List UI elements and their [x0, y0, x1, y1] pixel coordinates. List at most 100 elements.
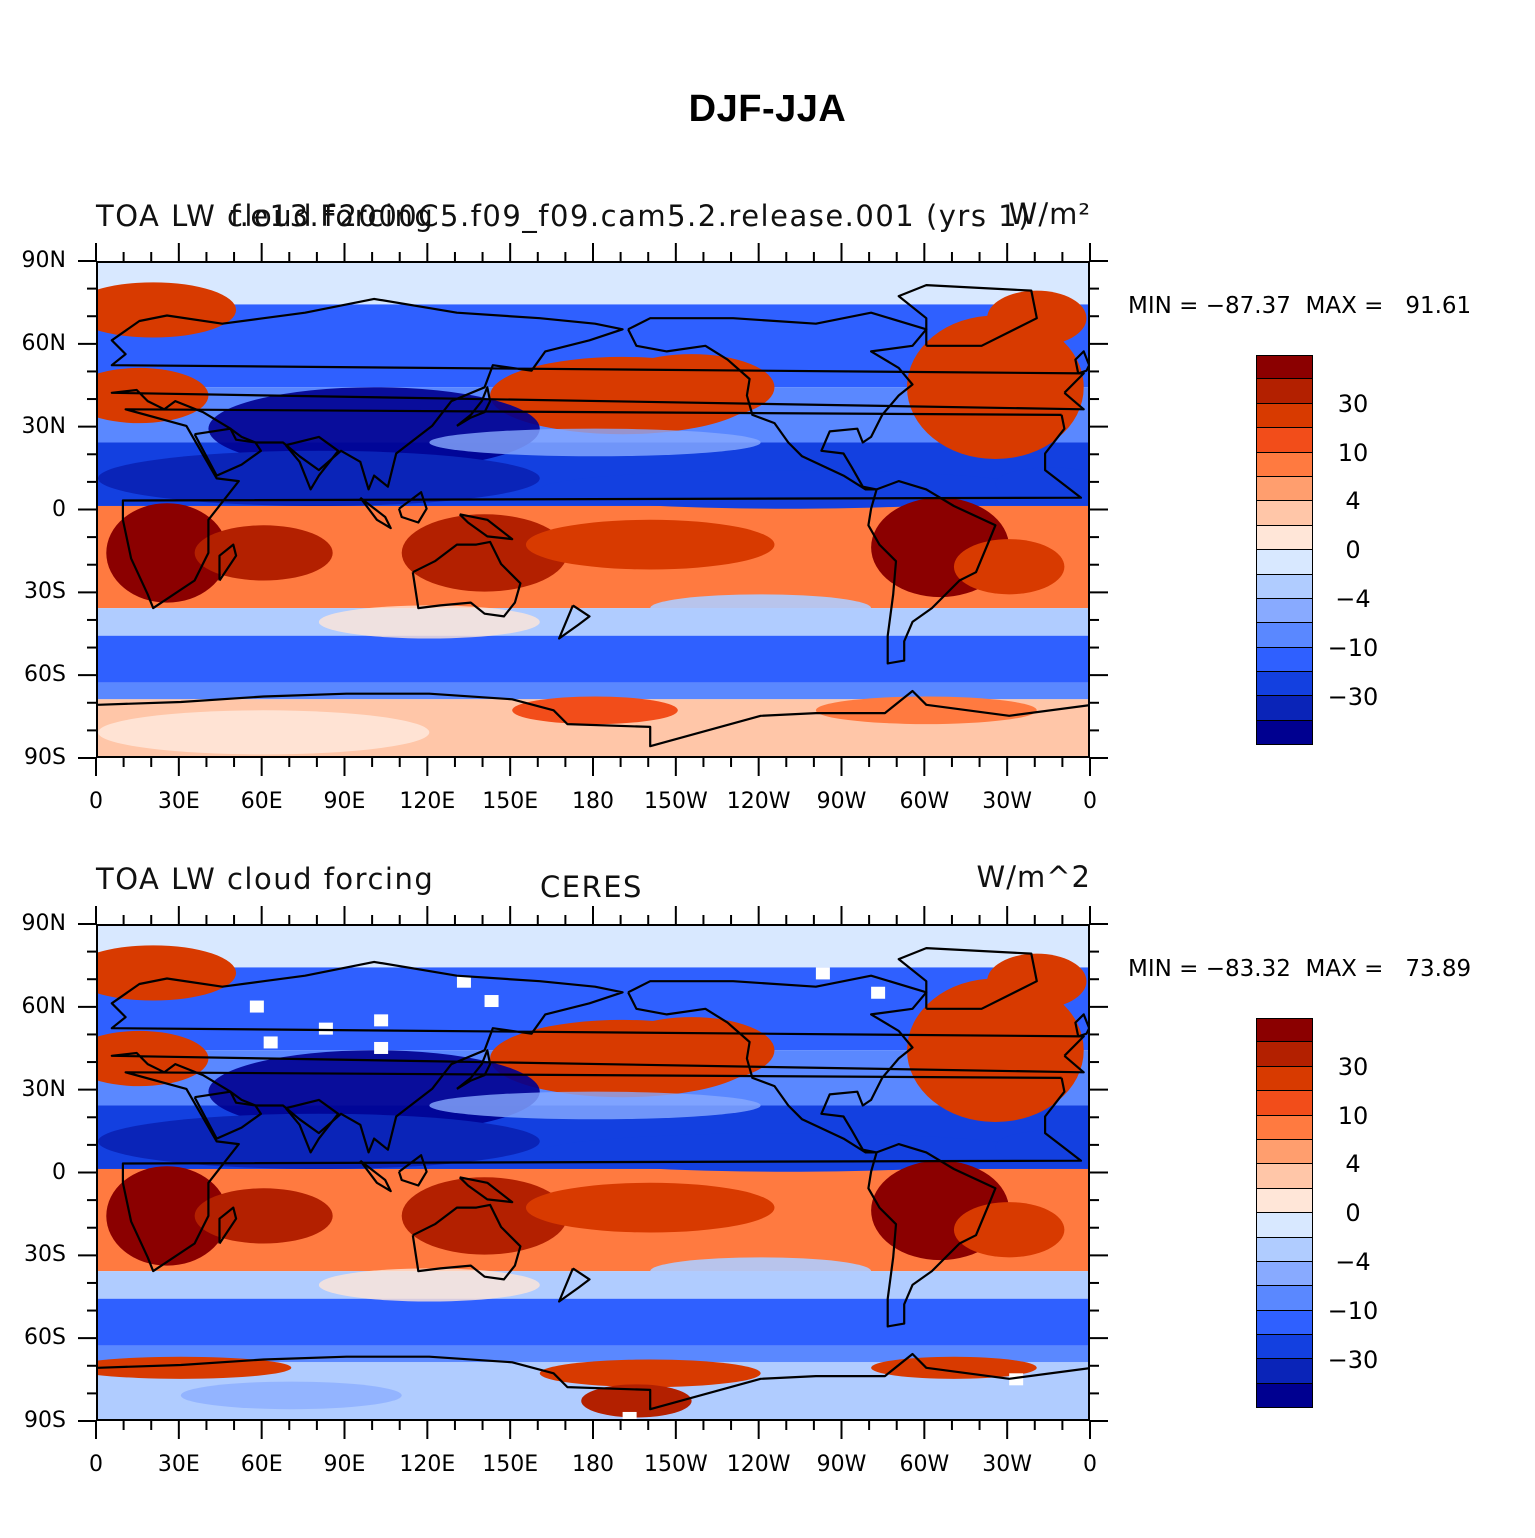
- colorbar: [1256, 1018, 1313, 1409]
- colorbar-swatch: [1256, 720, 1313, 746]
- coastline-10: [456, 386, 492, 427]
- colorbar-swatch: [1256, 501, 1313, 526]
- model-panel: TOA LW cloud forcing f.e13.F2000C5.f09_f…: [0, 185, 1535, 825]
- coastline-15: [558, 604, 591, 640]
- max-label: MAX =: [1305, 293, 1391, 319]
- x-tick-label: 30E: [157, 1452, 200, 1477]
- y-tick-label: 90N: [21, 911, 66, 936]
- colorbar-tick-label: 10: [1337, 438, 1369, 467]
- colorbar-tick-label: 4: [1345, 487, 1361, 516]
- cloud-forcing-field-map: [98, 263, 1088, 756]
- x-tick-label: 90W: [816, 789, 867, 814]
- x-tick-label: 180: [572, 1452, 614, 1477]
- coastline-12: [359, 496, 392, 530]
- coastline-6: [897, 284, 1038, 347]
- panel-variable-label: TOA LW cloud forcing: [96, 862, 435, 896]
- colorbar-swatch: [1256, 1188, 1313, 1214]
- y-tick-label: 60S: [24, 662, 66, 688]
- coastline-14: [397, 1154, 428, 1187]
- colorbar-swatch: [1256, 1091, 1313, 1116]
- colorbar-swatch: [1256, 525, 1313, 551]
- coastline-0: [121, 1071, 1083, 1273]
- x-tick-label: 150W: [643, 789, 708, 814]
- colorbar-swatch: [1256, 1310, 1313, 1336]
- missing-data-cell-9: [622, 1411, 637, 1419]
- y-tick-label: 60N: [21, 330, 66, 356]
- min-label: MIN =: [1128, 956, 1206, 982]
- colorbar-tick-label: 0: [1345, 536, 1361, 565]
- panel-dataset-label: CERES: [540, 870, 643, 904]
- ceres-panel: TOA LW cloud forcing CERES W/m^2 MIN = −…: [0, 848, 1535, 1488]
- coastline-5: [627, 311, 928, 491]
- y-tick-label: 30S: [24, 579, 66, 605]
- colorbar-tick-label: −30: [1327, 682, 1379, 711]
- x-tick-label: 150W: [643, 1452, 708, 1477]
- colorbar-swatch: [1256, 1383, 1313, 1409]
- y-tick-label: 90S: [24, 1408, 66, 1433]
- max-value: 73.89: [1405, 956, 1472, 982]
- colorbar-swatch: [1256, 672, 1313, 697]
- panel-units-label: W/m^2: [976, 860, 1091, 894]
- colorbar-swatch: [1256, 598, 1313, 624]
- colorbar-tick-label: −10: [1327, 633, 1379, 662]
- y-tick-label: 60N: [21, 993, 66, 1019]
- cloud-forcing-field-map: [98, 926, 1088, 1419]
- coastline-9: [218, 543, 238, 582]
- colorbar-tick-label: 10: [1337, 1101, 1369, 1130]
- colorbar-swatch: [1256, 476, 1313, 502]
- x-tick-label: 150E: [482, 1452, 539, 1477]
- colorbar-swatch: [1256, 1066, 1313, 1092]
- colorbar-tick-label: 30: [1337, 389, 1369, 418]
- coastline-3: [284, 1098, 340, 1154]
- missing-data-cell-5: [815, 967, 830, 980]
- y-tick-label: 30N: [21, 1076, 66, 1102]
- x-tick-label: 90E: [323, 789, 366, 814]
- colorbar-swatch: [1256, 1139, 1313, 1165]
- colorbar-swatch: [1256, 1237, 1313, 1262]
- x-tick-label: 120W: [726, 789, 791, 814]
- colorbar-swatch: [1256, 1213, 1313, 1238]
- coastline-1: [110, 297, 1085, 491]
- x-tick-label: 0: [1083, 789, 1097, 814]
- coastline-2: [193, 427, 262, 477]
- coastline-1: [110, 960, 1085, 1154]
- colorbar-swatch: [1256, 1335, 1313, 1360]
- panel-case-label: f.e13.F2000C5.f09_f09.cam5.2.release.001…: [230, 199, 1031, 233]
- colorbar-tick-label: 0: [1345, 1199, 1361, 1228]
- x-tick-label: 60E: [240, 1452, 283, 1477]
- missing-data-cell-8: [374, 1014, 389, 1027]
- colorbar-tick-label: 30: [1337, 1052, 1369, 1081]
- colorbar-swatch: [1256, 379, 1313, 404]
- colorbar-swatch: [1256, 696, 1313, 721]
- x-tick-label: 60E: [240, 789, 283, 814]
- colorbar-tick-label: −4: [1335, 1248, 1371, 1276]
- min-label: MIN =: [1128, 293, 1206, 319]
- coastline-12: [359, 1159, 392, 1193]
- coastline-4: [411, 1203, 522, 1281]
- min-max-readout: MIN = −83.32 MAX = 73.89: [1128, 956, 1471, 982]
- x-tick-label: 120W: [726, 1452, 791, 1477]
- map-plot: [96, 924, 1090, 1421]
- coastline-9: [218, 1206, 238, 1245]
- x-tick-label: 30E: [157, 789, 200, 814]
- y-tick-label: 0: [52, 1159, 66, 1185]
- coastline-7: [867, 1143, 997, 1328]
- x-tick-label: 150E: [482, 789, 539, 814]
- y-tick-label: 30S: [24, 1242, 66, 1268]
- colorbar-tick-label: −30: [1327, 1345, 1379, 1374]
- x-tick-label: 120E: [399, 1452, 456, 1477]
- missing-data-cell-3: [456, 975, 471, 988]
- coastline-7: [867, 480, 997, 665]
- colorbar-swatch: [1256, 623, 1313, 648]
- coastline-10: [456, 1049, 492, 1090]
- y-tick-label: 30N: [21, 413, 66, 439]
- missing-data-cell-4: [484, 995, 499, 1008]
- missing-data-cell-6: [871, 986, 886, 999]
- coastline-2: [193, 1090, 262, 1140]
- min-value: −83.32: [1205, 956, 1291, 982]
- panel-units-label: W/m²: [1008, 197, 1091, 231]
- colorbar-swatch: [1256, 1018, 1313, 1043]
- map-axes: [78, 906, 1108, 1439]
- x-tick-label: 0: [89, 1452, 103, 1477]
- colorbar-swatch: [1256, 1286, 1313, 1311]
